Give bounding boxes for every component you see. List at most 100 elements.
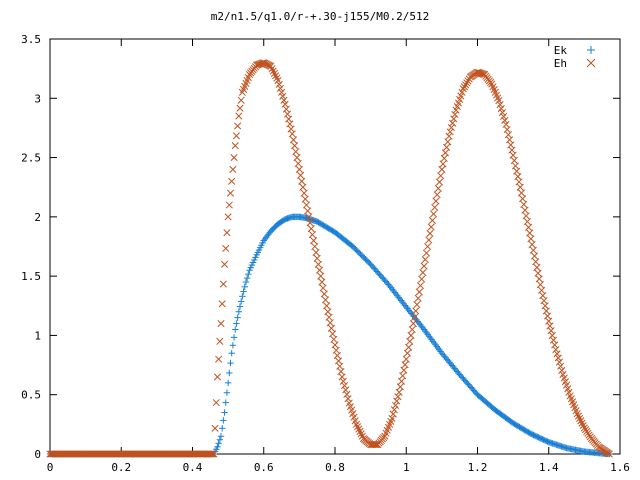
marker-stroke	[528, 240, 536, 249]
marker-stroke	[388, 414, 396, 422]
marker-stroke	[292, 148, 300, 156]
eh-data-point	[525, 223, 533, 231]
marker-stroke	[460, 83, 468, 91]
marker-stroke	[521, 206, 529, 214]
eh-data-point	[285, 115, 293, 123]
eh-data-point	[282, 105, 290, 113]
ek-data-point	[223, 389, 231, 396]
eh-data-point	[340, 382, 349, 390]
marker-stroke	[338, 373, 346, 381]
marker-stroke	[408, 325, 416, 334]
marker-stroke	[299, 183, 307, 191]
eh-data-point	[234, 122, 242, 130]
eh-data-point	[517, 189, 525, 197]
eh-data-point	[356, 427, 364, 436]
marker-stroke	[434, 184, 442, 192]
eh-data-point	[405, 343, 413, 351]
marker-stroke	[570, 401, 578, 409]
eh-data-point	[578, 419, 586, 427]
eh-data-point	[231, 142, 239, 150]
marker-stroke	[490, 86, 498, 94]
eh-data-point	[414, 294, 422, 302]
marker-stroke	[430, 210, 438, 218]
marker-stroke	[259, 59, 267, 67]
marker-stroke	[218, 300, 226, 308]
eh-data-point	[228, 177, 236, 185]
y-tick-label: 3	[34, 92, 41, 105]
eh-data-point	[275, 80, 283, 89]
marker-stroke	[561, 378, 569, 386]
eh-data-point	[605, 450, 613, 458]
marker-stroke	[335, 357, 343, 365]
marker-stroke	[535, 275, 543, 283]
marker-stroke	[559, 371, 567, 379]
marker-stroke	[302, 201, 311, 209]
eh-data-point	[443, 143, 451, 151]
eh-data-point	[411, 313, 419, 321]
marker-stroke	[319, 284, 327, 292]
marker-stroke	[267, 62, 275, 70]
marker-stroke	[511, 162, 520, 170]
marker-stroke	[230, 154, 238, 162]
eh-data-point	[298, 177, 306, 185]
x-tick-label: 1.6	[610, 461, 630, 474]
eh-data-point	[409, 320, 417, 328]
eh-data-point	[447, 123, 455, 132]
eh-data-point	[321, 296, 330, 304]
y-tick-label: 2.5	[21, 152, 41, 165]
eh-data-point	[577, 417, 585, 425]
eh-data-point	[293, 154, 301, 162]
marker-stroke	[473, 68, 482, 76]
eh-data-point	[308, 231, 316, 239]
marker-stroke	[395, 388, 403, 396]
eh-data-point	[495, 97, 503, 105]
marker-stroke	[462, 81, 470, 89]
eh-data-point	[306, 219, 314, 227]
eh-data-point	[432, 197, 440, 205]
marker-stroke	[213, 373, 221, 381]
eh-data-point	[579, 421, 587, 430]
eh-data-point	[305, 213, 313, 221]
eh-data-point	[286, 120, 294, 128]
marker-stroke	[421, 255, 429, 264]
marker-stroke	[346, 403, 354, 411]
marker-stroke	[305, 213, 313, 221]
marker-stroke	[530, 252, 539, 260]
marker-stroke	[555, 358, 563, 366]
eh-data-point	[216, 337, 224, 345]
eh-data-point	[289, 136, 297, 144]
marker-stroke	[492, 91, 501, 99]
marker-stroke	[475, 69, 483, 77]
eh-data-point	[343, 390, 351, 398]
marker-stroke	[339, 377, 347, 385]
marker-stroke	[514, 172, 522, 181]
marker-stroke	[291, 142, 299, 150]
eh-data-point	[314, 260, 322, 268]
eh-data-point	[420, 262, 428, 270]
eh-data-point	[451, 110, 459, 119]
eh-data-point	[219, 280, 227, 288]
eh-data-point	[299, 183, 307, 191]
eh-data-point	[317, 272, 325, 280]
ek-data-point	[403, 303, 410, 311]
eh-data-point	[390, 406, 398, 414]
eh-data-point	[218, 300, 226, 308]
marker-stroke	[413, 301, 421, 309]
marker-stroke	[441, 149, 449, 157]
eh-data-point	[209, 450, 217, 458]
marker-stroke	[354, 423, 362, 431]
marker-stroke	[308, 231, 316, 239]
eh-data-point	[310, 237, 318, 245]
eh-data-point	[434, 184, 442, 192]
marker-stroke	[567, 395, 575, 403]
eh-data-point	[395, 388, 403, 396]
marker-stroke	[416, 282, 425, 290]
marker-stroke	[445, 132, 453, 140]
eh-data-point	[221, 260, 229, 268]
marker-stroke	[564, 385, 572, 393]
marker-stroke	[424, 242, 432, 251]
marker-stroke	[431, 203, 439, 211]
eh-data-point	[213, 373, 221, 381]
marker-stroke	[216, 337, 224, 345]
